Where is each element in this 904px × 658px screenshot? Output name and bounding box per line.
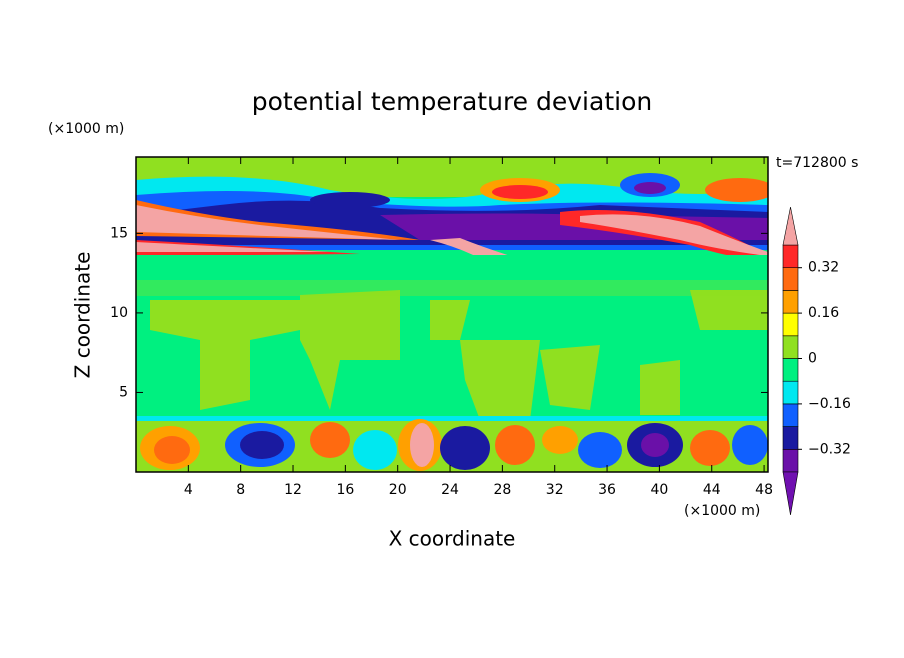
colorbar-box [782, 290, 799, 314]
x-tick-label: 28 [493, 482, 511, 498]
x-tick-label: 36 [598, 482, 616, 498]
plot-frame [135, 156, 769, 473]
colorbar-box [782, 380, 799, 405]
colorbar-box [782, 244, 799, 269]
y-tick-label: 5 [119, 384, 128, 400]
colorbar-box [782, 267, 799, 291]
x-tick-label: 4 [184, 482, 193, 498]
colorbar-tick-label: 0 [808, 351, 817, 367]
colorbar-tick-label: 0.32 [808, 260, 839, 276]
y-tick-label: 15 [110, 225, 128, 241]
chart-title: potential temperature deviation [252, 87, 652, 116]
colorbar-box [782, 448, 799, 473]
x-axis-label: X coordinate [389, 527, 516, 551]
colorbar-box [782, 312, 799, 337]
contour-field [136, 157, 768, 472]
colorbar-box [782, 335, 799, 359]
colorbar-under [782, 471, 799, 516]
time-label: t=712800 s [776, 155, 858, 171]
x-tick-label: 16 [336, 482, 354, 498]
y-axis-label: Z coordinate [71, 252, 95, 379]
y-unit: (×1000 m) [48, 121, 124, 137]
x-tick-label: 24 [441, 482, 459, 498]
colorbar-box [782, 426, 799, 450]
colorbar-tick-label: 0.16 [808, 305, 839, 321]
x-tick-label: 32 [546, 482, 564, 498]
x-tick-label: 8 [236, 482, 245, 498]
colorbar-over [782, 206, 799, 246]
x-tick-label: 20 [389, 482, 407, 498]
x-unit: (×1000 m) [684, 503, 760, 519]
x-tick-label: 48 [755, 482, 773, 498]
colorbar-tick-label: −0.32 [808, 441, 851, 457]
y-tick-label: 10 [110, 305, 128, 321]
x-tick-label: 44 [703, 482, 721, 498]
colorbar-box [782, 403, 799, 427]
colorbar-tick-label: −0.16 [808, 396, 851, 412]
x-tick-label: 40 [650, 482, 668, 498]
colorbar-box [782, 358, 799, 382]
x-tick-label: 12 [284, 482, 302, 498]
